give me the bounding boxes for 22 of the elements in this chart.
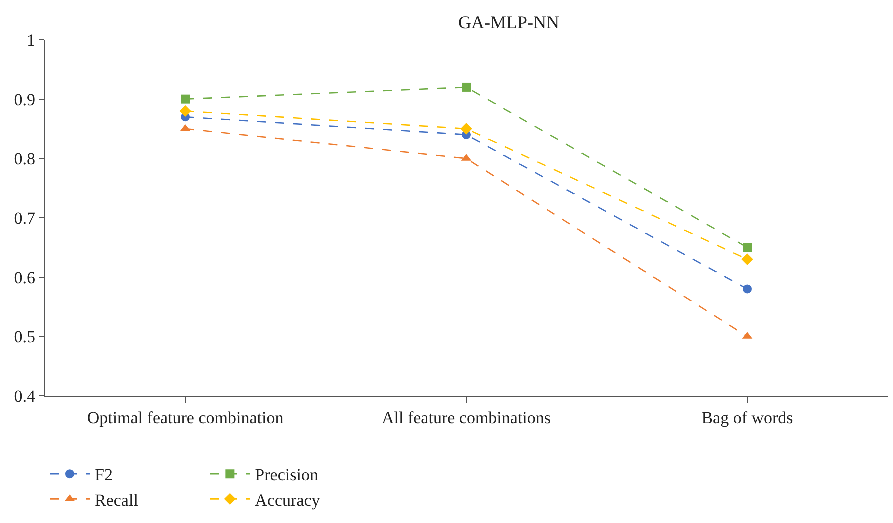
y-tick-label: 0.4 xyxy=(14,386,36,406)
point xyxy=(181,94,190,104)
point xyxy=(742,254,754,266)
point xyxy=(743,284,752,294)
legend-label: Accuracy xyxy=(255,490,321,510)
y-tick-label: 0.6 xyxy=(14,268,36,288)
x-tick-label: All feature combinations xyxy=(382,408,552,428)
point xyxy=(462,82,471,92)
point xyxy=(743,243,752,252)
point xyxy=(460,123,472,135)
y-tick-label: 0.7 xyxy=(14,208,36,228)
legend-label: Recall xyxy=(95,490,139,510)
point xyxy=(180,105,192,118)
x-tick-label: Bag of words xyxy=(702,408,794,428)
y-tick-label: 0.5 xyxy=(14,328,36,347)
y-tick-label: 0.8 xyxy=(14,150,36,169)
legend-label: F2 xyxy=(95,466,113,485)
y-tick-label: 0.9 xyxy=(14,90,36,110)
chart-title: GA-MLP-NN xyxy=(458,12,560,32)
legend-label: Precision xyxy=(255,466,319,485)
y-tick-label: 1 xyxy=(26,30,36,50)
x-tick-label: Optimal feature combination xyxy=(87,408,284,428)
